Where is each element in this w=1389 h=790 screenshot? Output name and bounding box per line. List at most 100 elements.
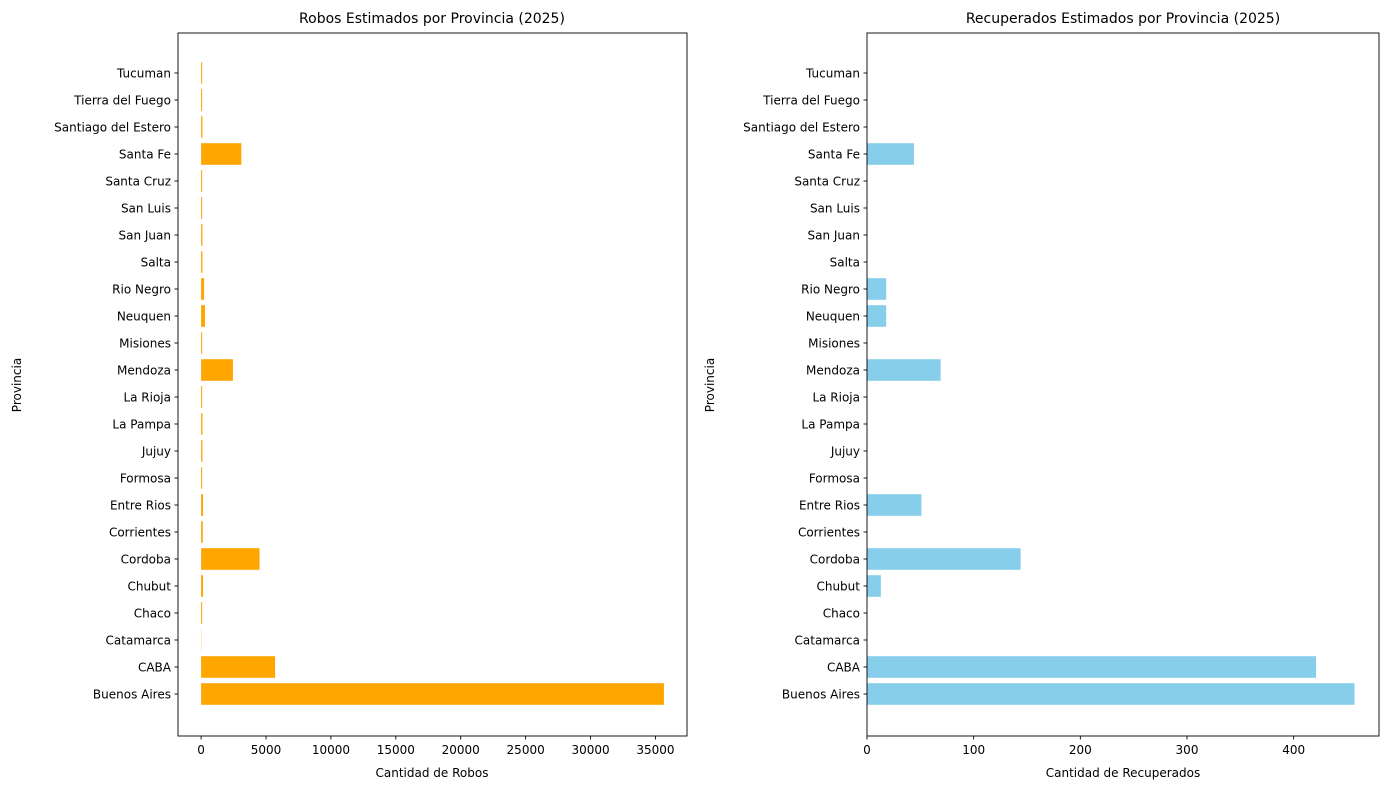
recuperados-y-tick-label: Formosa: [809, 471, 860, 485]
robos-bar: [201, 116, 203, 138]
robos-x-tick-label: 15000: [377, 743, 415, 757]
robos-chart-title: Robos Estimados por Provincia (2025): [299, 11, 565, 27]
robos-bar: [201, 251, 203, 273]
robos-bar: [201, 143, 242, 165]
robos-x-tick-label: 25000: [507, 743, 545, 757]
robos-bar: [201, 170, 203, 192]
recuperados-y-tick-label: La Pampa: [801, 417, 860, 431]
recuperados-x-tick-label: 0: [863, 743, 871, 757]
robos-x-tick-label: 5000: [251, 743, 282, 757]
recuperados-bars: [867, 143, 1355, 705]
robos-bar: [201, 521, 203, 543]
robos-bar: [201, 332, 203, 354]
recuperados-y-tick-label: Tucuman: [805, 66, 860, 80]
robos-bar: [201, 467, 203, 489]
recuperados-y-tick-label: San Luis: [810, 201, 860, 215]
recuperados-y-tick-label: Tierra del Fuego: [762, 93, 860, 107]
robos-y-tick-label: Chaco: [134, 606, 171, 620]
robos-y-tick-label: Santa Cruz: [105, 174, 171, 188]
recuperados-y-tick-label: Rio Negro: [801, 282, 860, 296]
recuperados-y-tick-label: CABA: [827, 660, 861, 674]
robos-y-tick-label: CABA: [138, 660, 172, 674]
robos-y-tick-label: Tierra del Fuego: [73, 93, 171, 107]
robos-y-tick-label: Jujuy: [141, 444, 171, 458]
recuperados-bar: [867, 305, 887, 327]
robos-y-tick-label: San Juan: [119, 228, 172, 242]
recuperados-y-tick-label: Salta: [830, 255, 860, 269]
recuperados-y-tick-label: Jujuy: [830, 444, 860, 458]
recuperados-x-tick-label: 100: [962, 743, 985, 757]
recuperados-y-ticks: Buenos Aires CABA Catamarca Chaco Chubut Cord…: [743, 66, 867, 701]
robos-y-tick-label: Catamarca: [106, 633, 171, 647]
robos-y-tick-label: La Pampa: [112, 417, 171, 431]
recuperados-y-tick-label: La Rioja: [812, 390, 860, 404]
robos-y-tick-label: Santa Fe: [119, 147, 171, 161]
recuperados-x-tick-label: 400: [1282, 743, 1305, 757]
robos-bar: [201, 656, 276, 678]
robos-y-tick-label: La Rioja: [123, 390, 171, 404]
robos-y-tick-label: Rio Negro: [112, 282, 171, 296]
robos-bar: [201, 683, 664, 705]
robos-x-tick-label: 30000: [571, 743, 609, 757]
robos-y-axis-label: Provincia: [10, 358, 24, 412]
robos-x-axis-label: Cantidad de Robos: [376, 766, 489, 780]
robos-bar: [201, 440, 203, 462]
robos-bars: [201, 62, 664, 705]
robos-bar: [201, 359, 233, 381]
recuperados-plot-frame: [866, 32, 1380, 737]
recuperados-x-axis-label: Cantidad de Recuperados: [1046, 766, 1200, 780]
recuperados-chart: Recuperados Estimados por Provincia (202…: [703, 11, 1380, 780]
recuperados-y-tick-label: Chaco: [823, 606, 860, 620]
recuperados-y-tick-label: San Juan: [808, 228, 861, 242]
robos-y-tick-label: Corrientes: [109, 525, 171, 539]
recuperados-y-tick-label: Santa Cruz: [794, 174, 860, 188]
robos-bar: [201, 278, 205, 300]
robos-y-tick-label: Buenos Aires: [93, 687, 171, 701]
recuperados-y-tick-label: Misiones: [808, 336, 860, 350]
recuperados-bar: [867, 278, 887, 300]
robos-bar: [201, 197, 203, 219]
recuperados-y-tick-label: Cordoba: [810, 552, 860, 566]
robos-x-tick-label: 0: [197, 743, 205, 757]
recuperados-bar: [867, 548, 1021, 570]
recuperados-bar: [867, 143, 914, 165]
recuperados-y-tick-label: Buenos Aires: [782, 687, 860, 701]
recuperados-y-tick-label: Corrientes: [798, 525, 860, 539]
recuperados-bar: [867, 683, 1355, 705]
robos-plot-frame: [177, 32, 688, 737]
recuperados-y-tick-label: Santa Fe: [808, 147, 860, 161]
recuperados-x-tick-label: 200: [1069, 743, 1092, 757]
recuperados-y-axis-label: Provincia: [703, 358, 717, 412]
robos-y-tick-label: Misiones: [119, 336, 171, 350]
recuperados-bar: [867, 575, 881, 597]
robos-bar: [201, 602, 203, 624]
robos-y-tick-label: Formosa: [120, 471, 171, 485]
robos-y-tick-label: Neuquen: [117, 309, 171, 323]
robos-y-tick-label: Santiago del Estero: [54, 120, 171, 134]
recuperados-chart-title: Recuperados Estimados por Provincia (202…: [966, 11, 1280, 27]
recuperados-y-tick-label: Neuquen: [806, 309, 860, 323]
recuperados-x-tick-label: 300: [1176, 743, 1199, 757]
robos-bar: [201, 494, 204, 516]
recuperados-y-tick-label: Entre Rios: [799, 498, 860, 512]
robos-y-tick-label: Mendoza: [117, 363, 171, 377]
robos-y-tick-label: Tucuman: [116, 66, 171, 80]
robos-bar: [201, 89, 203, 111]
robos-bar: [201, 62, 203, 84]
robos-bar: [201, 224, 203, 246]
robos-x-tick-label: 10000: [312, 743, 350, 757]
robos-bar: [201, 548, 260, 570]
robos-y-ticks: Buenos Aires CABA Catamarca Chaco Chubut Cord…: [54, 66, 178, 701]
recuperados-y-tick-label: Mendoza: [806, 363, 860, 377]
recuperados-bar: [867, 494, 922, 516]
robos-bar: [201, 386, 203, 408]
robos-bar: [201, 305, 206, 327]
robos-bar: [201, 413, 203, 435]
recuperados-x-ticks: 0 100 200 300 400: [863, 736, 1305, 757]
recuperados-y-tick-label: Chubut: [816, 579, 860, 593]
robos-y-tick-label: Chubut: [127, 579, 171, 593]
robos-chart: Robos Estimados por Provincia (2025) Can…: [10, 11, 688, 780]
recuperados-bar: [867, 359, 941, 381]
robos-y-tick-label: San Luis: [121, 201, 171, 215]
